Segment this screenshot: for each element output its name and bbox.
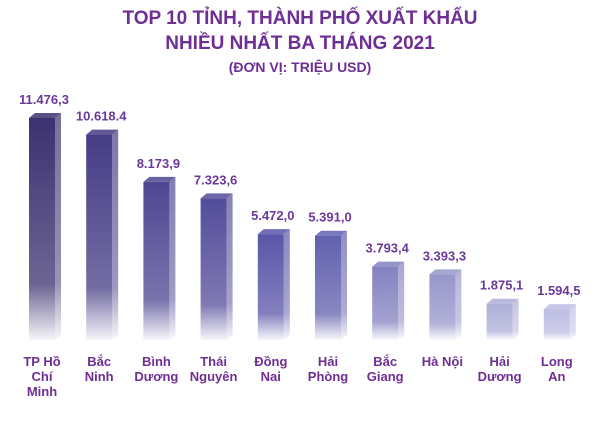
- bar: [200, 198, 227, 340]
- bar-side: [569, 304, 576, 340]
- value-label: 1.594,5: [537, 283, 580, 298]
- x-tick-label: Bắc Giang: [366, 354, 404, 384]
- bar: [143, 181, 170, 340]
- value-label: 10.618.4: [76, 109, 127, 124]
- value-label: 7.323,6: [194, 172, 237, 187]
- value-label: 3.393,3: [423, 248, 466, 263]
- unit-label: (ĐƠN VỊ: TRIỆU USD): [228, 59, 372, 75]
- bar: [257, 234, 284, 340]
- x-tick-label: Hải Phòng: [307, 354, 349, 384]
- bar: [543, 309, 570, 340]
- bar: [486, 303, 513, 340]
- bar-top: [143, 176, 176, 182]
- bar-top: [200, 193, 233, 199]
- value-label: 11.476,3: [19, 92, 69, 107]
- bar-top: [372, 261, 405, 267]
- x-tick-label: Hải Dương: [477, 354, 522, 384]
- bar-top: [543, 304, 576, 310]
- bar-side: [341, 230, 347, 340]
- x-tick-label: TP Hồ Chí Minh: [23, 354, 61, 399]
- x-tick-label: Bình Dương: [134, 354, 179, 384]
- bar: [29, 118, 55, 340]
- x-tick-label: Hà Nội: [421, 354, 463, 369]
- x-tick-label: Long An: [540, 354, 573, 384]
- value-label: 8.173,9: [137, 156, 180, 171]
- bar-top: [257, 229, 290, 235]
- bar-side: [398, 261, 405, 340]
- bar: [86, 134, 113, 340]
- bar: [315, 235, 341, 340]
- bar-side: [55, 113, 61, 340]
- bar-side: [512, 298, 519, 340]
- bar-side: [455, 269, 462, 340]
- x-tick-label: Đồng Nai: [254, 354, 288, 384]
- bar-top: [86, 129, 119, 135]
- bar: [429, 274, 456, 340]
- value-label: 5.391,0: [308, 210, 351, 225]
- value-label: 1.875,1: [480, 278, 523, 293]
- value-label: 3.793,4: [366, 241, 410, 256]
- bar-side: [226, 193, 233, 340]
- x-tick-label: Thái Nguyên: [189, 354, 238, 384]
- x-tick-label: Bắc Ninh: [84, 354, 114, 384]
- bar-top: [486, 298, 519, 304]
- chart-subtitle: NHIỀU NHẤT BA THÁNG 2021: [165, 33, 435, 54]
- bar-top: [29, 113, 61, 118]
- bar-side: [283, 229, 290, 340]
- bar-side: [169, 176, 176, 340]
- bar-side: [112, 129, 119, 340]
- value-label: 5.472,0: [251, 208, 294, 223]
- chart-title: TOP 10 TỈNH, THÀNH PHỐ XUẤT KHẨU: [122, 8, 478, 29]
- bar-top: [315, 230, 347, 236]
- bar: [372, 266, 399, 340]
- bar-top: [429, 269, 462, 275]
